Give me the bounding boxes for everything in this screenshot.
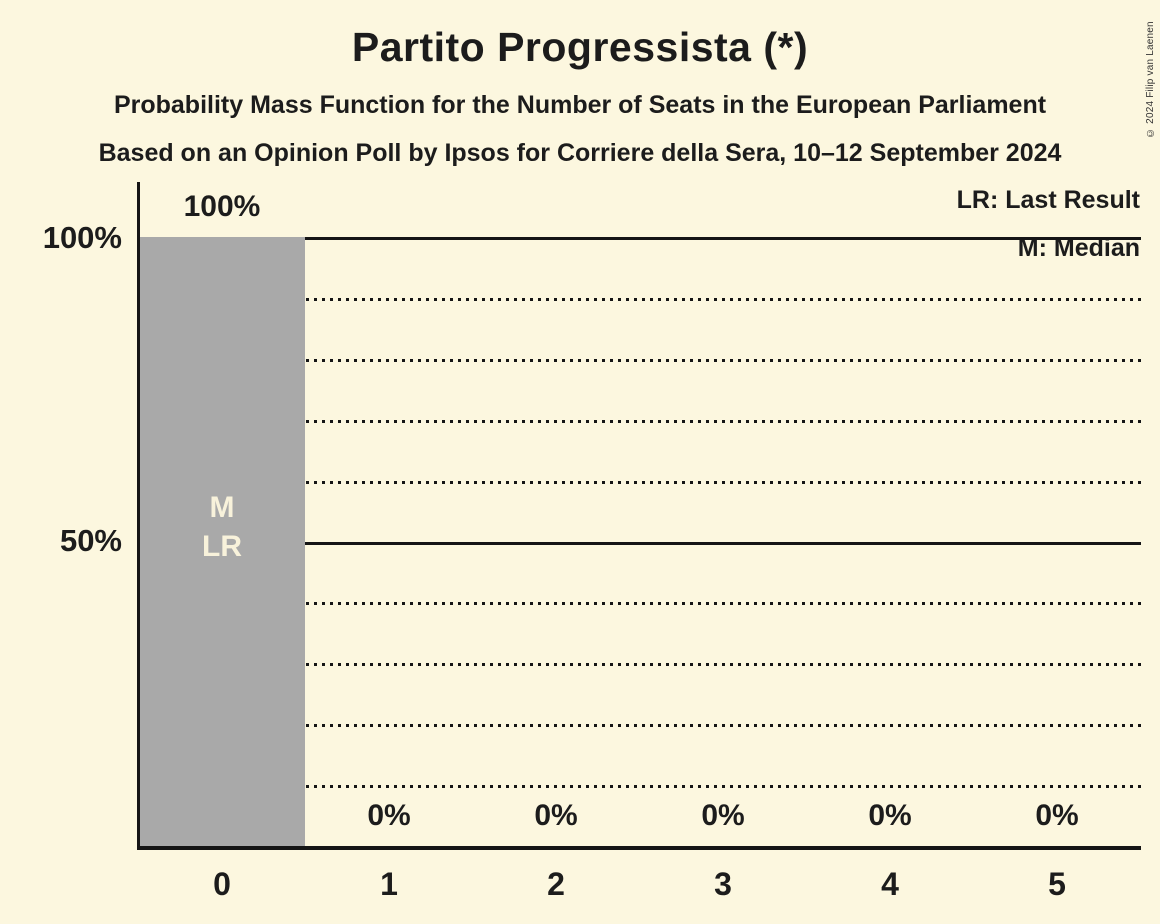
copyright-notice: © 2024 Filip van Laenen [1145,21,1156,138]
chart-subtitle-line1: Probability Mass Function for the Number… [113,91,1047,119]
y-axis-tick-label-50: 50% [59,523,122,558]
bar-value-label-1: 0% [367,799,411,832]
bar-value-label-0: 100% [183,190,261,223]
y-axis-tick-label-100: 100% [42,220,122,255]
bar-value-label-5: 0% [1035,799,1079,832]
gridline-30pct [138,663,1141,666]
gridline-90pct [138,298,1141,301]
bar-value-label-3: 0% [701,799,745,832]
gridline-40pct [138,602,1141,605]
gridline-80pct [138,359,1141,362]
x-axis-tick-label-5: 5 [1048,866,1066,902]
x-axis-tick-label-0: 0 [213,866,231,902]
gridline-70pct [138,420,1141,423]
x-axis-tick-label-3: 3 [714,866,732,902]
bar-annotation-median-lastresult: M LR [202,491,242,563]
x-axis-tick-label-1: 1 [380,866,398,902]
bar-value-label-2: 0% [534,799,578,832]
gridline-60pct [138,481,1141,484]
gridline-50pct [138,542,1141,545]
bar-seats-0 [138,237,305,846]
chart-title: Partito Progressista (*) [351,24,809,70]
chart-subtitle-line2: Based on an Opinion Poll by Ipsos for Co… [98,139,1062,167]
gridline-10pct [138,785,1141,788]
legend-last-result: LR: Last Result [956,186,1140,214]
y-axis-line [137,182,140,850]
gridline-20pct [138,724,1141,727]
gridline-100pct [138,237,1141,240]
x-axis-tick-label-4: 4 [881,866,899,902]
bar-value-label-4: 0% [868,799,912,832]
x-axis-line [137,846,1141,850]
x-axis-tick-label-2: 2 [547,866,565,902]
